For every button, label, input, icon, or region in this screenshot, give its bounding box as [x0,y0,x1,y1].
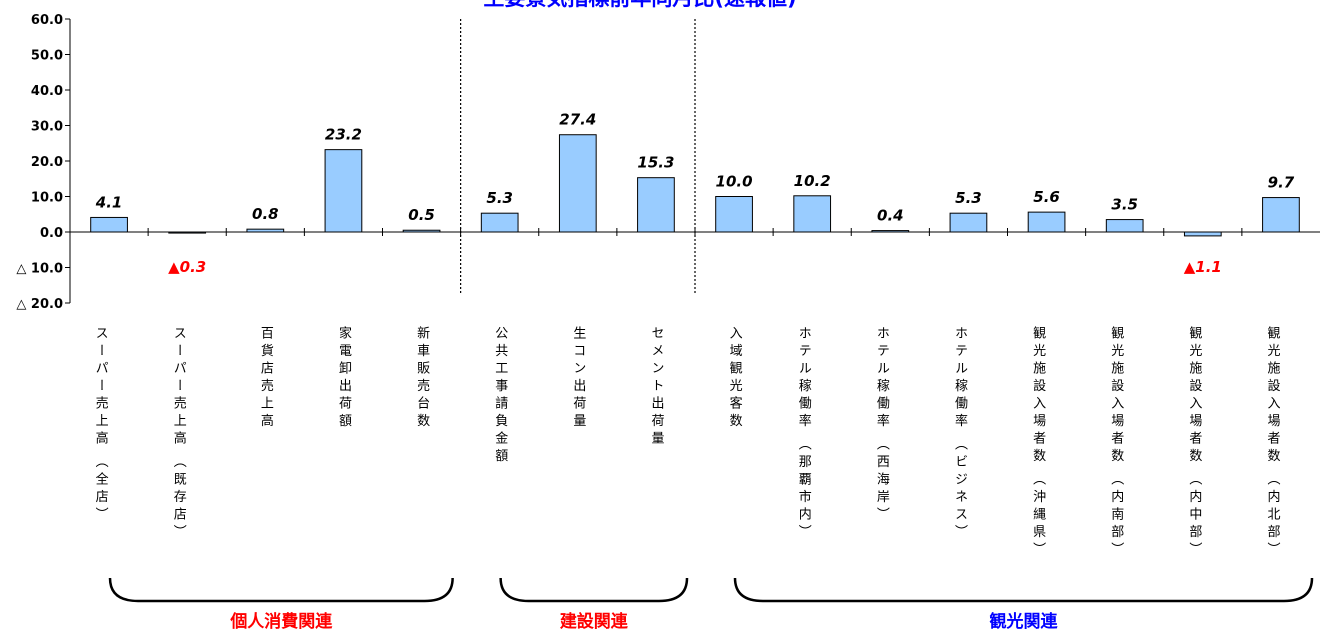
bar [324,149,363,233]
data-label: 5.6 [1033,188,1060,206]
category-label: 観光施設入場者数 [1108,326,1124,466]
data-label: 10.0 [716,173,753,191]
data-label: 0.4 [877,207,904,225]
data-label: 23.2 [325,126,362,144]
bar [1027,211,1066,233]
bar [246,228,285,233]
category-labels: スーパー売上高 （全店） スーパー売上高 （既存店） 百貨店売上高 家電卸出荷額 新車販売台… [93,325,1280,559]
group-bracket [499,577,689,603]
bar [715,196,753,233]
y-tick-label: 20.0 [31,155,63,170]
category-label: 家電卸出荷額 [336,325,352,431]
category-label: スーパー売上高 [171,326,187,449]
category-label: 新車販売台数 [414,325,430,431]
bar [793,195,832,233]
category-sublabel: （内中部） [1186,472,1202,560]
data-labels: 4.1 ▲0.3 0.8 23.2 0.5 5.3 27.4 15.3 10.0 10.2 0.4 5… [95,111,1295,276]
category-label: ホテル稼働率 [874,326,890,431]
axes: 60.0 50.0 40.0 30.0 20.0 10.0 0.0 △ 10.0 △ 20.0 [16,13,1320,312]
data-label: 27.4 [559,111,596,129]
category-label: 入域観光客数 [727,326,743,431]
bar [1183,231,1222,237]
data-label: 0.5 [408,206,435,224]
group-bracket [108,577,454,603]
bar [637,177,675,233]
data-label: 5.3 [486,189,513,207]
category-sublabel: （西海岸） [874,437,890,525]
category-label: 生コン出荷量 [570,326,586,431]
category-label: ホテル稼働率 [952,326,968,431]
bar [168,231,207,234]
category-sublabel: （那覇市内） [796,437,812,542]
group-brackets: 個人消費関連 建設関連 観光関連 [108,577,1314,632]
category-sublabel: （内北部） [1264,472,1280,560]
bar [558,134,597,233]
data-label: 5.3 [955,189,982,207]
bar [1262,197,1300,233]
data-label: ▲1.1 [1184,258,1222,276]
category-sublabel: （全店） [93,455,109,525]
category-sublabel: （ビジネス） [952,437,968,542]
bar [402,229,441,233]
group-label: 建設関連 [560,611,629,632]
group-label: 個人消費関連 [229,611,333,632]
bar [871,230,910,233]
data-label: 15.3 [637,154,674,172]
y-tick-label: 0.0 [40,226,63,241]
category-label: 公共工事請負金額 [492,326,508,466]
group-label: 観光関連 [990,611,1059,632]
category-label: 観光施設入場者数 [1186,326,1202,466]
y-tick-label: △ 20.0 [16,297,63,312]
data-label: 4.1 [95,193,123,211]
data-label: 0.8 [252,205,279,223]
category-sublabel: （既存店） [171,455,187,543]
data-label: 9.7 [1268,174,1295,192]
chart-title: 主要景気指標前年同月比(速報値) [483,0,796,10]
category-label: セメント出荷量 [648,326,664,449]
category-label: 観光施設入場者数 [1030,326,1046,466]
category-sublabel: （沖縄県） [1030,472,1046,560]
y-tick-label: 60.0 [31,13,63,28]
bar [90,216,128,233]
group-bracket [733,577,1314,603]
data-label: ▲0.3 [168,258,206,276]
y-tick-label: △ 10.0 [16,262,63,277]
data-label: 3.5 [1111,196,1138,214]
category-label: 百貨店売上高 [258,326,274,431]
bars [90,134,1300,237]
category-label: スーパー売上高 [93,326,109,449]
bar [480,212,519,233]
y-tick-label: 10.0 [31,191,63,206]
y-tick-label: 50.0 [31,49,63,64]
category-label: 観光施設入場者数 [1264,326,1280,466]
y-tick-label: 40.0 [31,84,63,99]
bar [1105,219,1144,233]
bar [949,212,988,233]
category-sublabel: （内南部） [1108,472,1124,560]
category-label: ホテル稼働率 [796,326,812,431]
data-label: 10.2 [794,172,831,190]
y-tick-label: 30.0 [31,120,63,135]
